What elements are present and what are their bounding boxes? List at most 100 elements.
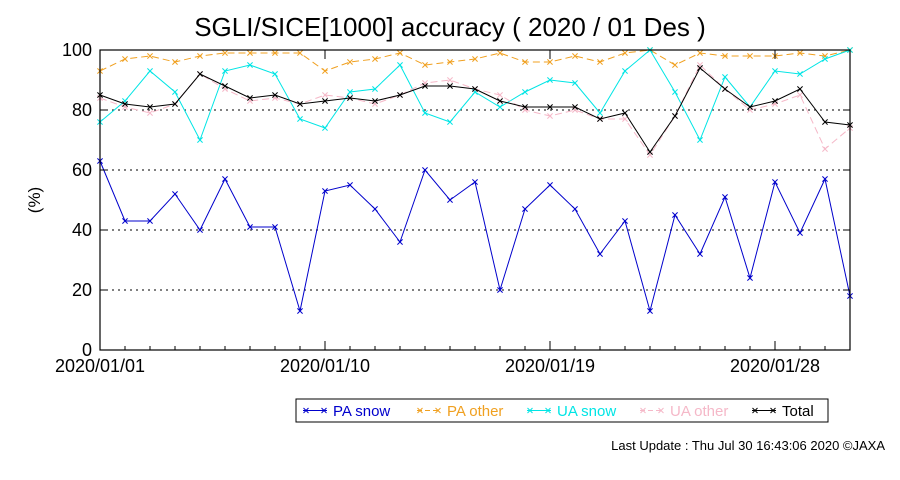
pa-snow-point: [397, 239, 403, 245]
pa-other-point: [347, 59, 353, 65]
pa-other-point: [172, 59, 178, 65]
total-point: [397, 92, 403, 98]
grid-lines: [100, 109, 850, 291]
legend-label-total: Total: [782, 403, 814, 420]
series-layer: [97, 47, 853, 314]
pa-snow-point: [747, 275, 753, 281]
ua-snow-point: [272, 71, 278, 77]
legend-marker-total: [770, 407, 776, 414]
total-point: [722, 86, 728, 92]
pa-snow-point: [797, 230, 803, 236]
ua-other-point: [447, 77, 453, 83]
pa-snow-point: [422, 167, 428, 173]
ua-snow-point: [422, 110, 428, 116]
pa-other-point: [672, 62, 678, 68]
pa-other-point: [422, 62, 428, 68]
ua-snow-point: [572, 80, 578, 86]
chart-title: SGLI/SICE[1000] accuracy ( 2020 / 01 Des…: [194, 12, 706, 42]
ua-snow-point: [197, 137, 203, 143]
pa-snow-point: [447, 197, 453, 203]
total-point: [472, 86, 478, 92]
pa-other-point: [472, 56, 478, 62]
total-point: [547, 104, 553, 110]
total-point: [347, 95, 353, 101]
pa-other-point: [572, 53, 578, 59]
ua-snow-point: [622, 68, 628, 74]
total-point: [797, 86, 803, 92]
pa-snow-point: [147, 218, 153, 224]
pa-snow-point: [822, 176, 828, 182]
pa-snow-point: [697, 251, 703, 257]
pa-snow-point: [472, 179, 478, 185]
pa-other-point: [447, 59, 453, 65]
pa-other-point: [747, 53, 753, 59]
ua-snow-point: [447, 119, 453, 125]
pa-snow-point: [347, 182, 353, 188]
pa-other-point: [597, 59, 603, 65]
total-point: [772, 98, 778, 104]
pa-other-point: [147, 53, 153, 59]
legend-marker-pa-snow: [303, 407, 309, 414]
total-point: [572, 104, 578, 110]
pa-snow-point: [647, 308, 653, 314]
total-point: [222, 83, 228, 89]
total-point: [172, 101, 178, 107]
pa-other-point: [697, 50, 703, 56]
pa-other-point: [122, 56, 128, 62]
pa-snow-point: [547, 182, 553, 188]
pa-other-point: [247, 50, 253, 56]
total-point: [422, 83, 428, 89]
ua-other-point: [147, 110, 153, 116]
legend-marker-ua-other: [640, 407, 646, 414]
total-point: [822, 119, 828, 125]
y-tick-label: 60: [72, 160, 92, 180]
total-point: [522, 104, 528, 110]
last-update-text: Last Update : Thu Jul 30 16:43:06 2020 ©…: [611, 438, 885, 453]
pa-snow-point: [497, 287, 503, 293]
total-point: [697, 65, 703, 71]
x-tick-label: 2020/01/28: [730, 356, 820, 376]
total-point: [672, 113, 678, 119]
pa-snow-point: [122, 218, 128, 224]
pa-other-line: [99, 49, 851, 72]
x-tick-label: 2020/01/01: [55, 356, 145, 376]
ua-other-point: [797, 92, 803, 98]
ua-snow-line: [99, 49, 851, 142]
pa-other-point: [297, 50, 303, 56]
ua-snow-point: [322, 125, 328, 131]
y-tick-label: 20: [72, 280, 92, 300]
total-point: [622, 110, 628, 116]
pa-other-point: [797, 50, 803, 56]
total-point: [297, 101, 303, 107]
pa-snow-point: [597, 251, 603, 257]
pa-snow-point: [197, 227, 203, 233]
total-point: [247, 95, 253, 101]
ua-snow-point: [772, 68, 778, 74]
ua-snow-point: [247, 62, 253, 68]
ua-snow-point: [397, 62, 403, 68]
pa-other-point: [322, 68, 328, 74]
x-tick-label: 2020/01/10: [280, 356, 370, 376]
pa-snow-line: [99, 160, 851, 313]
total-point: [447, 83, 453, 89]
legend-marker-total: [752, 407, 758, 414]
pa-snow-point: [522, 206, 528, 212]
legend-label-pa-snow: PA snow: [333, 403, 390, 420]
pa-other-point: [522, 59, 528, 65]
legend-marker-ua-other: [658, 407, 664, 414]
pa-snow-point: [622, 218, 628, 224]
total-point: [272, 92, 278, 98]
pa-other-point: [397, 50, 403, 56]
ua-snow-point: [297, 116, 303, 122]
ua-snow-point: [672, 89, 678, 95]
total-point: [647, 149, 653, 155]
pa-other-point: [497, 50, 503, 56]
pa-snow-point: [672, 212, 678, 218]
legend-marker-pa-other: [435, 407, 441, 414]
ua-snow-point: [372, 86, 378, 92]
pa-snow-point: [322, 188, 328, 194]
ua-snow-point: [522, 89, 528, 95]
ua-other-point: [822, 146, 828, 152]
ua-other-point: [622, 116, 628, 122]
y-tick-label: 0: [82, 340, 92, 360]
